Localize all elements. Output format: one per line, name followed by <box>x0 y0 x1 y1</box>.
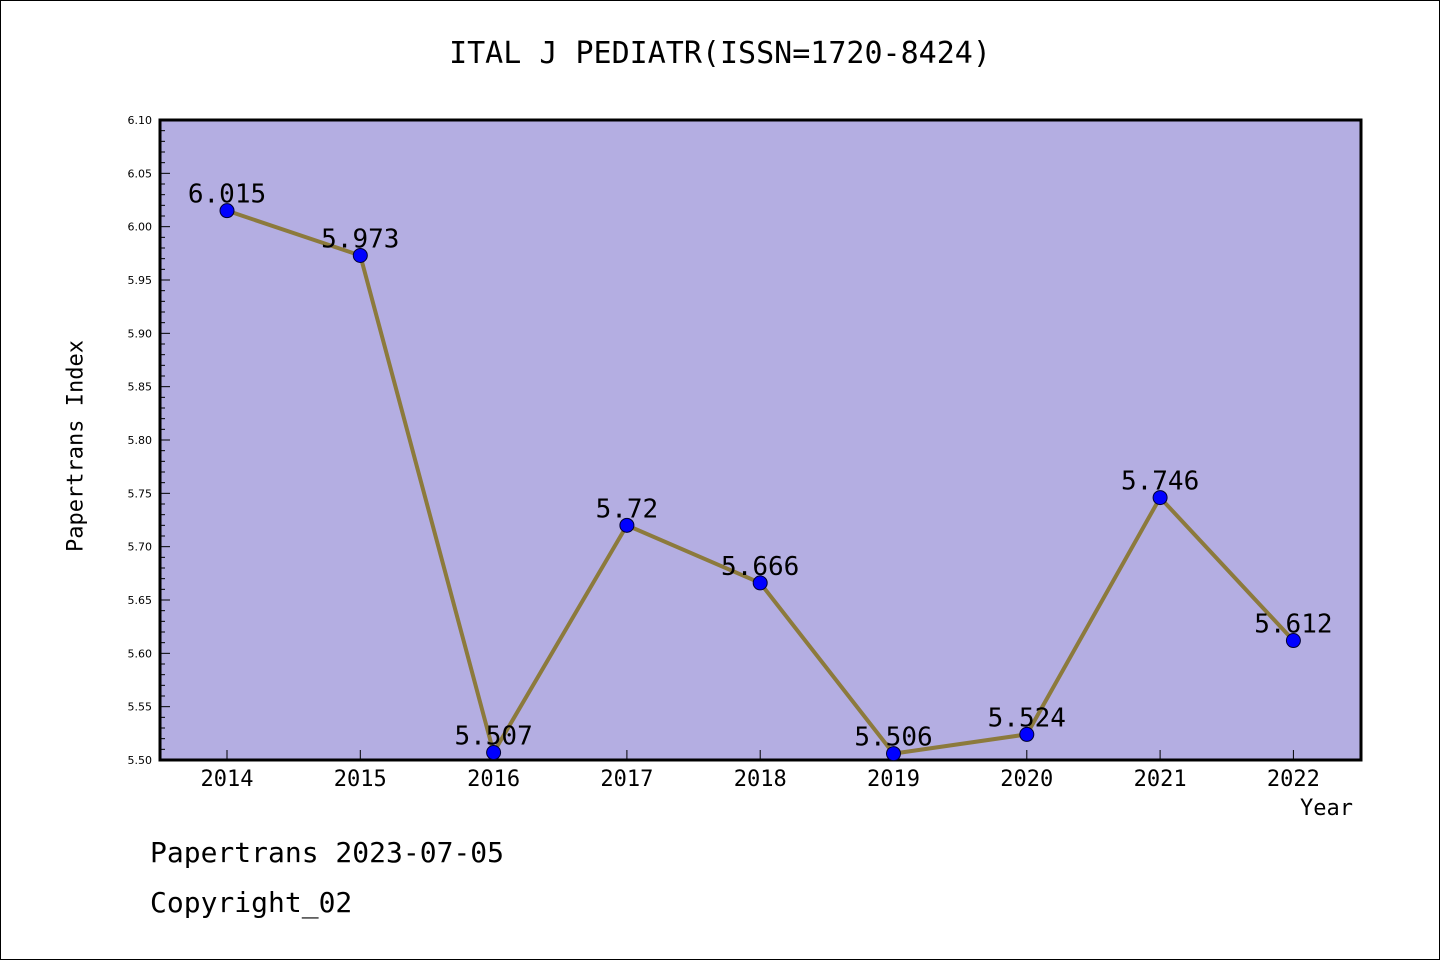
data-point <box>1152 490 1168 506</box>
data-label: 5.666 <box>721 552 799 582</box>
chart-title: ITAL J PEDIATR(ISSN=1720-8424) <box>449 36 991 71</box>
x-axis-label: Year <box>1300 796 1353 821</box>
plot-area <box>158 118 1363 762</box>
y-tick-label: 6.10 <box>128 114 153 127</box>
y-tick-label: 6.05 <box>128 167 153 180</box>
y-tick-label: 5.75 <box>128 487 153 500</box>
data-label: 5.507 <box>454 722 532 752</box>
y-tick-label: 5.90 <box>128 327 153 340</box>
data-label: 5.973 <box>321 224 399 254</box>
data-labels: 6.015 5.973 5.507 5.72 5.666 5.506 5.524 5.746 5… <box>188 180 1333 753</box>
y-tick-label: 5.85 <box>128 381 153 394</box>
y-tick-label: 6.00 <box>128 221 153 234</box>
x-tick-label: 2016 <box>467 767 520 792</box>
x-tick-label: 2021 <box>1134 767 1187 792</box>
data-point <box>1285 633 1301 649</box>
x-tick-label: 2017 <box>600 767 653 792</box>
x-tick-label: 2020 <box>1000 767 1053 792</box>
data-label: 5.506 <box>854 723 932 753</box>
y-tick-label: 5.80 <box>128 434 153 447</box>
y-tick-label: 5.70 <box>128 541 153 554</box>
data-point <box>486 745 502 761</box>
data-label: 5.612 <box>1254 610 1332 640</box>
y-tick-label: 5.50 <box>128 754 153 767</box>
data-label: 5.746 <box>1121 467 1199 497</box>
data-point <box>886 746 901 762</box>
x-tick-label: 2015 <box>334 767 387 792</box>
data-point <box>1019 726 1035 742</box>
data-points <box>219 203 1301 762</box>
footer-copyright: Copyright_02 <box>150 886 353 919</box>
y-tick-label: 5.55 <box>128 701 153 714</box>
data-point <box>352 247 368 263</box>
footer-date: Papertrans 2023-07-05 <box>150 836 505 869</box>
data-point <box>219 203 235 219</box>
data-point <box>752 575 768 591</box>
y-axis: 5.50 5.55 5.60 5.65 5.70 5.75 5.80 5.85 5.90 5.95… <box>128 114 170 767</box>
data-label: 5.72 <box>596 494 659 524</box>
data-label: 5.524 <box>988 703 1066 733</box>
x-tick-label: 2022 <box>1267 767 1320 792</box>
y-tick-label: 5.95 <box>128 274 153 287</box>
x-tick-label: 2014 <box>201 767 254 792</box>
x-tick-label: 2019 <box>867 767 920 792</box>
y-tick-label: 5.65 <box>128 594 153 607</box>
data-label: 6.015 <box>188 180 266 210</box>
x-axis: 2014 2015 2016 2017 2018 2019 2020 2021 2022 <box>201 750 1320 792</box>
data-point <box>619 517 635 533</box>
y-tick-label: 5.60 <box>128 647 153 660</box>
x-tick-label: 2018 <box>734 767 787 792</box>
